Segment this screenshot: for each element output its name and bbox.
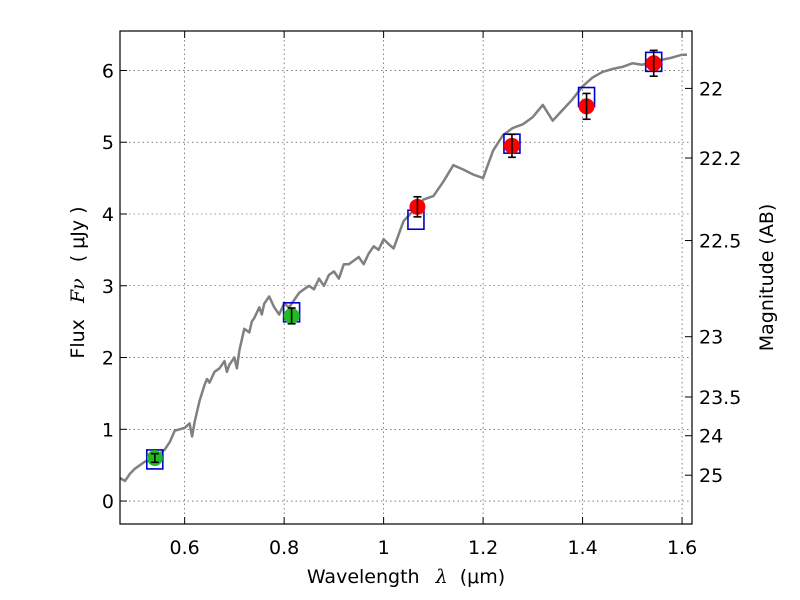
- x-tick-label: 1: [378, 537, 390, 559]
- y-tick-label: 3: [102, 276, 114, 298]
- magnitude-tick-label: 23.5: [699, 387, 741, 409]
- x-axis-label-text: Wavelength: [307, 566, 420, 588]
- x-tick-label: 0.8: [269, 537, 299, 559]
- x-tick-label: 1.4: [567, 537, 597, 559]
- secondary-y-axis-label: Magnitude (AB): [756, 204, 778, 352]
- y-axis-label: Flux Fν ( μJy ): [67, 206, 89, 358]
- y-tick-label: 2: [102, 348, 114, 370]
- y-tick-label: 4: [102, 204, 114, 226]
- magnitude-tick-label: 22.5: [699, 231, 741, 253]
- magnitude-tick-label: 23: [699, 327, 723, 349]
- magnitude-tick-label: 22.2: [699, 148, 741, 170]
- axis-ticks: 0.6 0.8 1 1.2 1.4 1.601234562222.222.52323.52…: [102, 31, 741, 559]
- plot-frame: [119, 30, 693, 525]
- magnitude-tick-label: 24: [699, 426, 723, 448]
- x-axis-label: Wavelength λ (μm): [307, 566, 505, 588]
- model-flux-box: [146, 449, 164, 470]
- y-axis-label-symbol: Fν: [67, 278, 89, 304]
- y-tick-label: 5: [102, 132, 114, 154]
- grid-lines: [120, 31, 692, 524]
- x-tick-label: 0.6: [170, 537, 200, 559]
- magnitude-tick-label: 22: [699, 78, 723, 100]
- model-spectrum-line: [119, 53, 687, 483]
- magnitude-tick-label: 25: [699, 465, 723, 487]
- x-tick-label: 1.6: [667, 537, 697, 559]
- y-tick-label: 0: [102, 491, 114, 513]
- x-tick-label: 1.2: [468, 537, 498, 559]
- y-tick-label: 1: [102, 419, 114, 441]
- x-axis-label-unit: (μm): [460, 566, 505, 588]
- y-tick-label: 6: [102, 60, 114, 82]
- y-axis-label-text: Flux: [67, 319, 89, 359]
- y-axis-label-unit: ( μJy ): [67, 206, 89, 262]
- x-axis-label-symbol: λ: [435, 566, 448, 588]
- plot-series: [119, 49, 687, 483]
